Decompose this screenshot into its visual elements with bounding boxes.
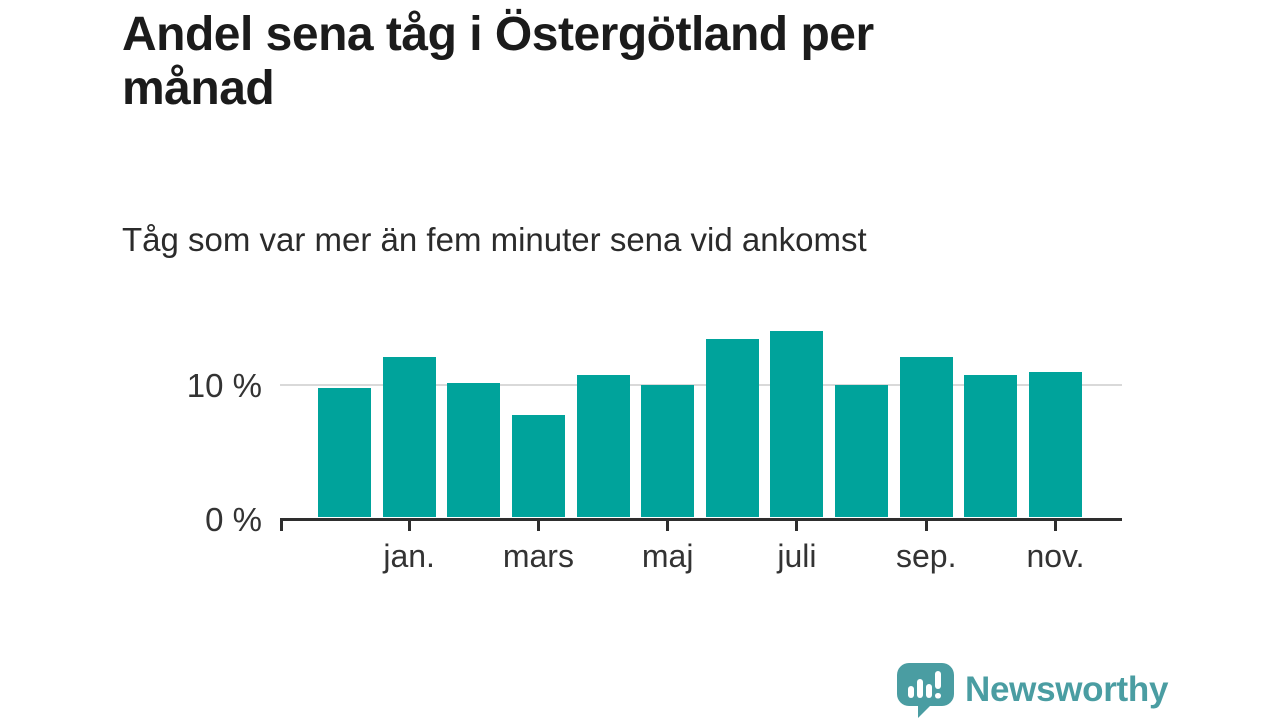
newsworthy-wordmark: Newsworthy <box>965 670 1169 709</box>
bar <box>899 357 953 518</box>
bar <box>1029 371 1082 518</box>
bar <box>447 382 501 518</box>
x-axis-label: juli <box>777 538 817 574</box>
bar <box>641 385 695 518</box>
y-axis-label-0: 0 % <box>205 501 262 538</box>
x-axis-tick <box>407 520 411 531</box>
chart-title: Andel sena tåg i Östergötland per månad <box>122 8 874 116</box>
gridline-10-percent <box>280 383 1122 386</box>
x-axis-tick <box>666 520 670 531</box>
bar <box>382 357 436 518</box>
x-axis-tick <box>924 520 928 531</box>
newsworthy-logo: Newsworthy <box>896 662 1168 718</box>
bar <box>511 414 565 518</box>
x-axis-label: nov. <box>1026 538 1085 574</box>
bar <box>318 388 371 518</box>
x-axis-line <box>280 517 1122 521</box>
chart-subtitle: Tåg som var mer än fem minuter sena vid … <box>122 221 867 258</box>
x-axis-tick <box>1054 520 1057 531</box>
x-axis-label: sep. <box>895 538 957 574</box>
x-axis-label: jan. <box>383 538 435 574</box>
newsworthy-bars-speech-bubble-icon <box>897 663 954 718</box>
x-axis-tick <box>795 520 799 531</box>
x-axis-label: mars <box>502 538 574 574</box>
bar <box>964 374 1018 518</box>
bar <box>705 338 759 518</box>
y-axis-label-10: 10 % <box>186 367 262 404</box>
x-axis-label: maj <box>641 538 694 574</box>
bar-chart-plot-area: jan. mars maj juli sep. nov. <box>280 300 1122 590</box>
x-axis-tick <box>536 520 540 531</box>
x-axis-tick <box>280 520 283 531</box>
bar <box>835 385 889 518</box>
bar <box>770 330 824 518</box>
bar <box>576 374 630 518</box>
